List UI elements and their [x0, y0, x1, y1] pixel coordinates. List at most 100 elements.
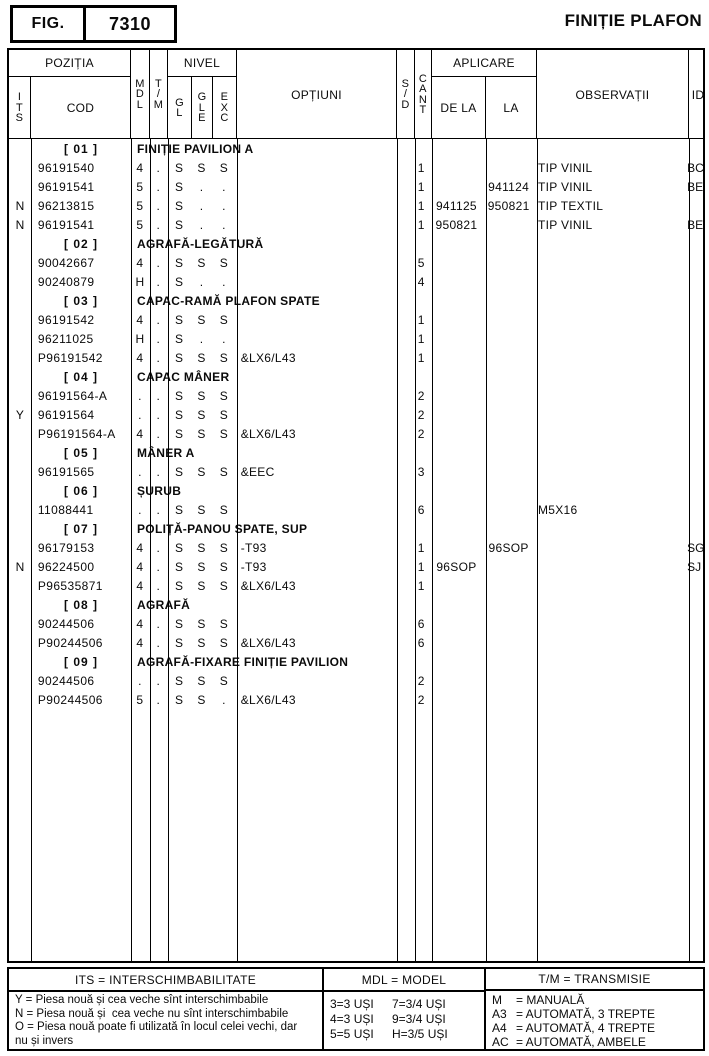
cell-id: BC — [687, 160, 703, 175]
cell-tm: . — [156, 331, 160, 346]
legend-tm-body: M = MANUALĂ A3 = AUTOMATĂ, 3 TREPTE A4 = AU… — [486, 991, 703, 1049]
cell-exc: . — [222, 274, 226, 289]
table-body-rows: [ 01 ] FINIȚIE PAVILION A 96191540 4. S S S 1 TI… — [9, 139, 703, 709]
header-cant-letter: T — [419, 104, 427, 116]
header-gle-letter: G — [197, 91, 207, 104]
column-rule — [150, 139, 151, 961]
figure-box: FIG. 7310 — [10, 5, 177, 43]
legend-mdl: MDL = MODEL 3=3 UȘI 7=3/4 UȘI 4=3 UȘI 9=3/… — [324, 969, 486, 1049]
figure-label: FIG. — [13, 8, 86, 40]
section-row: [ 05 ] MÂNER A — [9, 443, 703, 462]
header-gl-letter: L — [176, 107, 183, 119]
legend-mdl-key: 4=3 UȘI — [330, 1012, 374, 1026]
cell-tm: . — [156, 502, 160, 517]
legend-tm-key: A4 — [492, 1021, 507, 1035]
legend-mdl-line: 5=5 UȘI H=3/5 UȘI — [330, 1027, 480, 1042]
cell-cant: 6 — [417, 616, 425, 631]
header-sd-letter: / — [403, 88, 408, 101]
cell-cant: 2 — [417, 407, 425, 422]
cell-optiuni: -T93 — [240, 540, 267, 555]
cell-tm: . — [156, 198, 160, 213]
cell-tm: . — [156, 255, 160, 270]
legend-mdl-line: 4=3 UȘI 9=3/4 UȘI — [330, 1012, 480, 1027]
header-tm-letter: T — [154, 77, 163, 90]
part-row: P96535871 4. S S S &LX6/L43 1 — [9, 576, 703, 595]
cell-exc: S — [219, 407, 228, 422]
header-sd: S / D — [397, 50, 415, 139]
cell-observatii: M5X16 — [537, 502, 578, 517]
cell-cod: P90244506 — [37, 692, 103, 707]
cell-position: [ 06 ] — [63, 483, 98, 498]
legend-tm-val: = MANUALĂ — [516, 993, 585, 1007]
cell-section-title: MÂNER A — [137, 445, 195, 460]
column-rule — [415, 139, 416, 961]
cell-cant: 1 — [417, 578, 425, 593]
legend-tm-line: AC = AUTOMATĂ, AMBELE — [492, 1035, 699, 1049]
cell-dela: 941125 — [435, 198, 477, 213]
part-row: 90042667 4. S S S 5 — [9, 253, 703, 272]
header-mdl-letter: D — [135, 88, 145, 101]
cell-section-title: POLIȚĂ-PANOU SPATE, SUP — [137, 521, 308, 536]
section-row: [ 08 ] AGRAFĂ — [9, 595, 703, 614]
cell-id: BE — [687, 217, 703, 232]
part-row: 96179153 4. S S S -T93 1 96SOP SG — [9, 538, 703, 557]
table-header: POZIȚIA I T S COD M D L T / M NIVEL G — [9, 50, 704, 139]
cell-mdl: . — [138, 464, 142, 479]
cell-gle: S — [197, 388, 206, 403]
cell-gl: S — [175, 692, 184, 707]
part-row: P90244506 5. S S. &LX6/L43 2 — [9, 690, 703, 709]
cell-cod: 90042667 — [37, 255, 95, 270]
header-cant: C A N T — [415, 50, 432, 139]
cell-cant: 1 — [417, 350, 425, 365]
section-row: [ 06 ] ȘURUB — [9, 481, 703, 500]
header-its-letter: T — [15, 101, 24, 114]
cell-optiuni: &LX6/L43 — [240, 578, 296, 593]
cell-mdl: 4 — [136, 255, 144, 270]
cell-its: Y — [15, 407, 24, 422]
legend-its: ITS = INTERSCHIMBABILITATE Y = Piesa nou… — [9, 969, 324, 1049]
cell-exc: S — [219, 255, 228, 270]
cell-mdl: 5 — [136, 692, 144, 707]
cell-mdl: . — [138, 388, 142, 403]
header-optiuni: OPȚIUNI — [237, 50, 397, 139]
header-id: ID — [691, 87, 705, 102]
cell-tm: . — [156, 559, 160, 574]
header-nivel: NIVEL — [168, 50, 237, 77]
column-rule — [397, 139, 398, 961]
figure-number: 7310 — [108, 13, 152, 34]
cell-position: [ 05 ] — [63, 445, 98, 460]
cell-gle: S — [197, 160, 206, 175]
cell-cod: 90244506 — [37, 673, 95, 688]
cell-gl: S — [175, 559, 184, 574]
cell-cod: 96191564-A — [37, 388, 108, 403]
cell-cod: 90244506 — [37, 616, 95, 631]
cell-gl: S — [175, 426, 184, 441]
column-rule — [168, 139, 169, 961]
header-its-letter: S — [15, 112, 24, 125]
cell-gl: S — [175, 217, 184, 232]
parts-table: POZIȚIA I T S COD M D L T / M NIVEL G — [7, 48, 705, 963]
page-title: FINIȚIE PLAFON — [564, 11, 702, 30]
cell-gle: S — [197, 407, 206, 422]
header-mdl: M D L — [131, 50, 150, 139]
cell-mdl: 5 — [136, 198, 144, 213]
header-cant-letter: C — [418, 72, 428, 85]
cell-mdl: 4 — [136, 559, 144, 574]
cell-gl: S — [175, 502, 184, 517]
cell-gle: S — [197, 350, 206, 365]
legend-mdl-val: 9=3/4 UȘI — [392, 1012, 446, 1026]
header-mdl-letter: M — [135, 77, 145, 90]
cell-exc: S — [219, 464, 228, 479]
part-row: 96191541 5. S.. 1 941124 TIP VINIL BE — [9, 177, 703, 196]
column-rule — [486, 139, 487, 961]
cell-mdl: 5 — [136, 179, 144, 194]
column-rule — [131, 139, 132, 961]
legend: ITS = INTERSCHIMBABILITATE Y = Piesa nou… — [7, 967, 705, 1051]
header-gl: G L — [168, 77, 192, 139]
section-row: [ 04 ] CAPAC MÂNER — [9, 367, 703, 386]
header-tm-letter: M — [153, 98, 164, 111]
legend-tm-title: T/M = TRANSMISIE — [486, 969, 703, 991]
cell-gle: S — [197, 673, 206, 688]
cell-tm: . — [156, 160, 160, 175]
cell-gle: . — [199, 274, 204, 289]
